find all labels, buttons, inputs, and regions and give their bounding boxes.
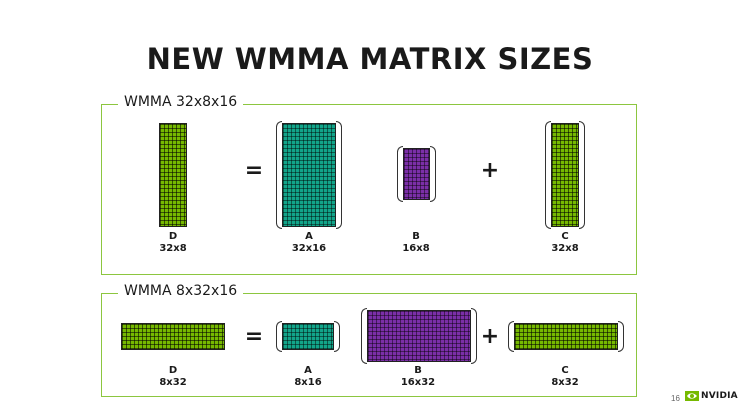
matrix-c-label: C 8x32	[525, 365, 605, 389]
bracket-left	[361, 308, 367, 364]
plus-sign: +	[480, 158, 500, 183]
matrix-b-label: B 16x8	[376, 231, 456, 255]
panel-label: WMMA 32x8x16	[118, 94, 244, 110]
matrix-d-label: D 8x32	[133, 365, 213, 389]
matrix-b-label: B 16x32	[378, 365, 458, 389]
matrix-dims: 32x8	[551, 243, 579, 254]
matrix-dims: 32x16	[291, 243, 327, 254]
matrix-dims: 8x32	[159, 377, 187, 388]
matrix-b	[403, 148, 430, 200]
matrix-b	[367, 310, 471, 362]
matrix-c	[514, 323, 618, 350]
bracket-right	[618, 321, 624, 352]
logo-text: NVIDIA	[701, 391, 738, 401]
bracket-left	[276, 121, 282, 229]
matrix-dims: 8x16	[294, 377, 322, 388]
slide-title: NEW WMMA MATRIX SIZES	[146, 42, 594, 76]
plus-sign: +	[480, 324, 500, 349]
matrix-dims: 8x32	[551, 377, 579, 388]
matrix-name: A	[304, 365, 312, 376]
bracket-right	[579, 121, 585, 229]
bracket-right	[336, 121, 342, 229]
equals-sign: =	[244, 324, 264, 349]
matrix-c	[551, 123, 579, 227]
matrix-d	[159, 123, 187, 227]
bracket-left	[545, 121, 551, 229]
matrix-dims: 16x8	[402, 243, 430, 254]
page-number: 16	[671, 394, 680, 403]
bracket-left	[508, 321, 514, 352]
matrix-name: A	[305, 231, 313, 242]
matrix-a	[282, 123, 336, 227]
panel-wmma-32x8x16: WMMA 32x8x16	[101, 94, 637, 275]
matrix-name: C	[561, 231, 569, 242]
panel-label: WMMA 8x32x16	[118, 283, 244, 299]
matrix-dims: 16x32	[400, 377, 436, 388]
nvidia-logo: NVIDIA	[685, 391, 738, 401]
matrix-d-label: D 32x8	[133, 231, 213, 255]
bracket-right	[334, 321, 340, 352]
panel-wmma-8x32x16: WMMA 8x32x16	[101, 283, 637, 397]
matrix-d	[121, 323, 225, 350]
matrix-a	[282, 323, 334, 350]
matrix-name: C	[561, 365, 569, 376]
matrix-name: B	[414, 365, 422, 376]
matrix-dims: 32x8	[159, 243, 187, 254]
bracket-right	[430, 146, 436, 202]
bracket-left	[276, 321, 282, 352]
matrix-name: D	[168, 231, 178, 242]
bracket-left	[397, 146, 403, 202]
matrix-name: D	[168, 365, 178, 376]
nvidia-eye-icon	[685, 391, 699, 401]
matrix-a-label: A 32x16	[269, 231, 349, 255]
equals-sign: =	[244, 158, 264, 183]
matrix-name: B	[412, 231, 420, 242]
matrix-a-label: A 8x16	[268, 365, 348, 389]
bracket-right	[471, 308, 477, 364]
matrix-c-label: C 32x8	[525, 231, 605, 255]
